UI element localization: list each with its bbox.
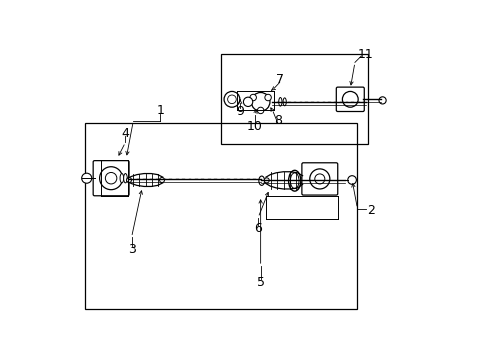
Text: 9: 9 — [236, 105, 244, 118]
Text: 10: 10 — [246, 121, 262, 134]
Circle shape — [100, 167, 122, 190]
Text: 7: 7 — [275, 73, 283, 86]
Text: 8: 8 — [273, 114, 281, 127]
Ellipse shape — [123, 174, 127, 183]
Circle shape — [251, 93, 269, 111]
Text: 5: 5 — [256, 276, 264, 289]
Circle shape — [309, 169, 329, 189]
Text: 11: 11 — [357, 48, 373, 61]
Circle shape — [257, 107, 264, 114]
Ellipse shape — [290, 173, 298, 189]
Text: 2: 2 — [366, 204, 374, 217]
Ellipse shape — [283, 98, 285, 106]
Circle shape — [347, 176, 356, 184]
Ellipse shape — [278, 98, 282, 106]
Circle shape — [126, 177, 131, 183]
Text: 4: 4 — [121, 127, 129, 140]
FancyBboxPatch shape — [93, 161, 129, 196]
Circle shape — [264, 94, 271, 101]
Circle shape — [378, 97, 386, 104]
Circle shape — [243, 97, 252, 107]
Text: 1: 1 — [156, 104, 164, 117]
Circle shape — [342, 91, 357, 107]
Circle shape — [159, 177, 164, 183]
Ellipse shape — [288, 170, 300, 191]
FancyBboxPatch shape — [301, 163, 337, 195]
Circle shape — [264, 178, 269, 183]
Bar — [221, 54, 367, 144]
Circle shape — [81, 173, 92, 183]
Bar — [85, 123, 357, 309]
Text: 3: 3 — [127, 243, 135, 256]
FancyBboxPatch shape — [336, 87, 364, 112]
Circle shape — [224, 91, 239, 107]
Circle shape — [227, 95, 236, 104]
Ellipse shape — [258, 176, 264, 185]
Circle shape — [249, 94, 256, 101]
Ellipse shape — [120, 174, 123, 183]
Circle shape — [299, 178, 304, 183]
Circle shape — [105, 172, 117, 184]
Circle shape — [314, 174, 324, 184]
Text: 6: 6 — [254, 222, 262, 235]
